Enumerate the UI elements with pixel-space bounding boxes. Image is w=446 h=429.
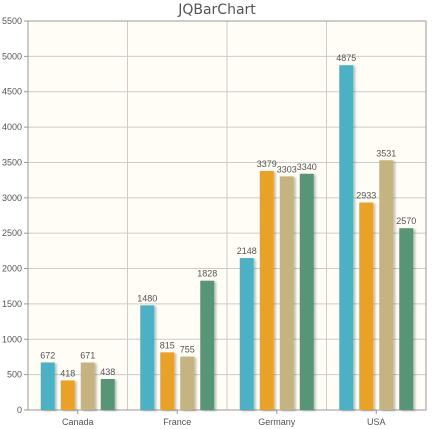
x-tick-label: USA (367, 417, 386, 427)
bar[interactable] (160, 352, 175, 410)
data-label: 3379 (257, 159, 277, 169)
data-label: 3531 (376, 148, 396, 158)
data-label: 2148 (237, 246, 257, 256)
y-tick-label: 500 (7, 370, 22, 380)
bar[interactable] (180, 356, 195, 410)
bar[interactable] (239, 258, 254, 410)
data-label: 1480 (137, 293, 157, 303)
data-label: 3303 (277, 164, 297, 174)
x-tick-label: Canada (62, 417, 94, 427)
y-tick-label: 4500 (2, 87, 22, 97)
data-label: 1828 (197, 269, 217, 279)
data-label: 672 (40, 350, 55, 360)
y-tick-label: 5000 (2, 51, 22, 61)
y-tick-label: 5500 (2, 16, 22, 26)
x-axis: Canada France Germany USA (62, 410, 386, 427)
y-tick-label: 2000 (2, 264, 22, 274)
bar[interactable] (399, 228, 414, 410)
chart-title: JQBarChart (177, 2, 256, 18)
bar[interactable] (359, 202, 374, 410)
bar[interactable] (279, 176, 294, 410)
y-tick-label: 3000 (2, 193, 22, 203)
x-tick-label: France (163, 417, 191, 427)
y-tick-label: 0 (17, 405, 22, 415)
y-tick-label: 1000 (2, 334, 22, 344)
bar[interactable] (259, 171, 274, 410)
x-tick-label: Germany (258, 417, 296, 427)
data-label: 418 (60, 368, 75, 378)
bar[interactable] (299, 173, 314, 410)
data-label: 671 (80, 351, 95, 361)
data-label: 3340 (297, 162, 317, 172)
bar[interactable] (100, 379, 115, 410)
bar[interactable] (60, 380, 75, 410)
bar[interactable] (379, 160, 394, 410)
bar[interactable] (339, 65, 354, 411)
plot-border (27, 20, 427, 411)
data-label: 815 (160, 340, 175, 350)
data-label: 755 (180, 345, 195, 355)
bar[interactable] (200, 280, 215, 410)
y-tick-label: 3500 (2, 157, 22, 167)
bar[interactable] (40, 362, 55, 410)
gridlines (28, 21, 426, 410)
y-axis: 0 500 1000 1500 2000 2500 3000 3500 4000 4500 5000… (2, 16, 28, 415)
y-tick-label: 2500 (2, 228, 22, 238)
data-label: 2570 (396, 216, 416, 226)
bar[interactable] (140, 305, 155, 410)
bar[interactable] (80, 362, 95, 410)
data-label: 438 (100, 367, 115, 377)
bars (40, 65, 414, 411)
data-label: 2933 (356, 191, 376, 201)
y-tick-label: 1500 (2, 299, 22, 309)
y-tick-label: 4000 (2, 122, 22, 132)
data-label: 4875 (336, 53, 356, 63)
